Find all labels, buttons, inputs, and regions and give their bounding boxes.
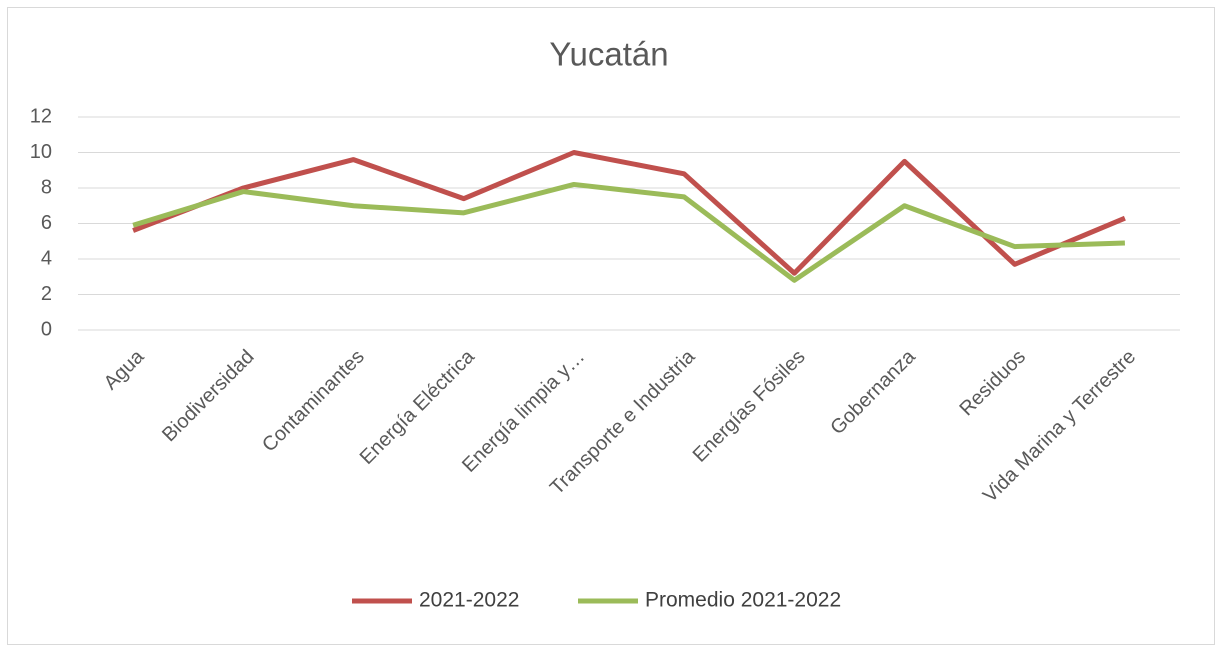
legend-label: 2021-2022 (419, 589, 519, 612)
legend-label: Promedio 2021-2022 (645, 589, 841, 612)
line-series (132, 150, 1126, 276)
y-tick-label: 8 (41, 176, 52, 198)
chart-frame (7, 7, 1215, 645)
line-series (132, 181, 1125, 283)
y-tick-label: 2 (41, 283, 52, 305)
y-tick-label: 6 (41, 212, 52, 234)
y-tick-label: 4 (41, 247, 52, 269)
plot (132, 150, 1126, 283)
grid (78, 116, 1180, 331)
y-tick-label: 10 (30, 141, 52, 163)
y-tick-label: 0 (41, 318, 52, 340)
y-tick-label: 12 (30, 105, 52, 127)
chart-title: Yucatán (549, 36, 668, 73)
